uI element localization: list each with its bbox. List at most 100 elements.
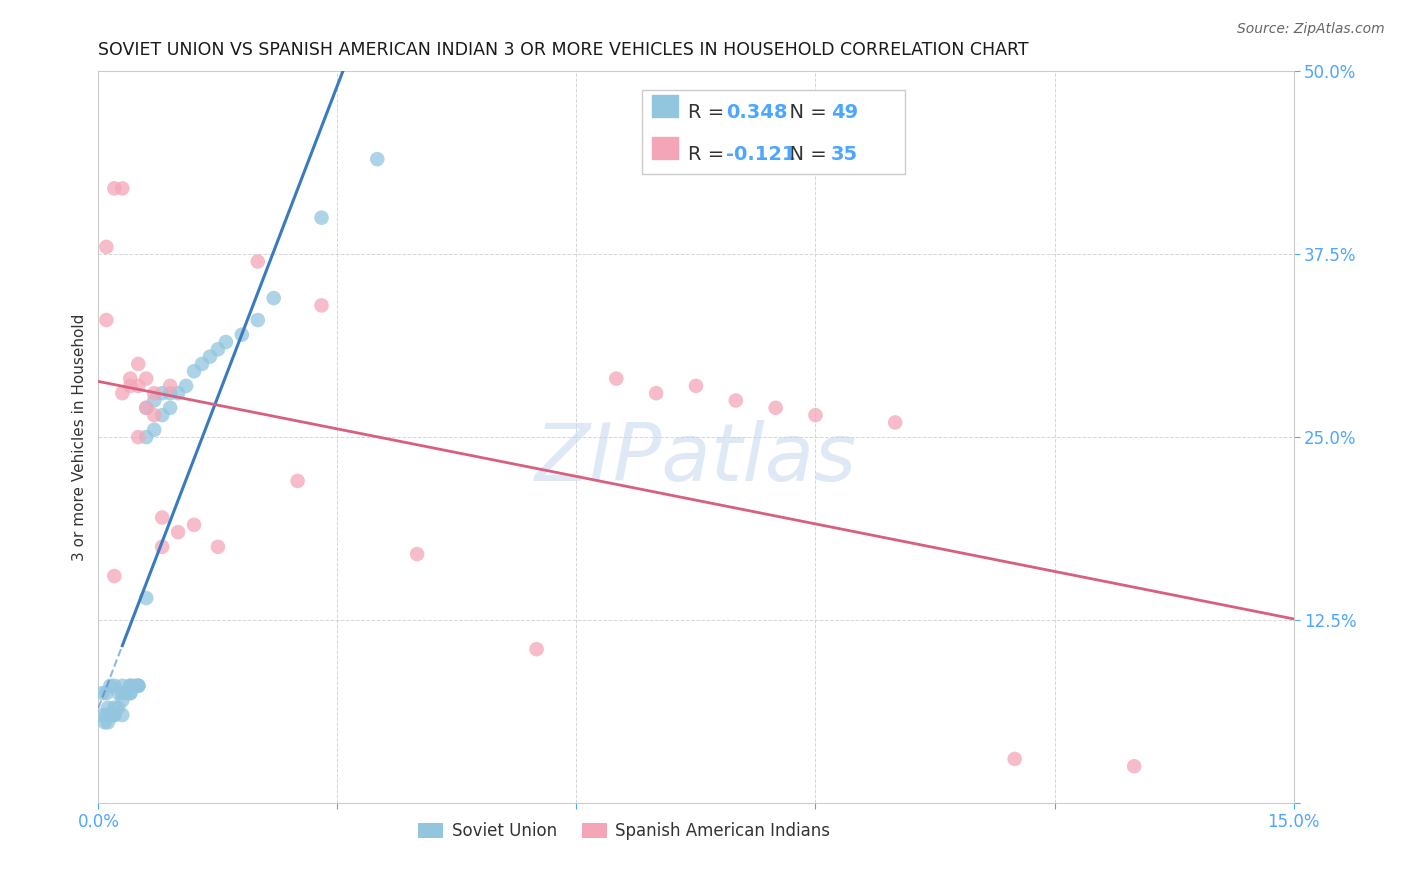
Point <box>120 686 142 700</box>
Point <box>120 379 142 393</box>
Point <box>111 686 134 700</box>
Point <box>1123 759 1146 773</box>
Point <box>174 379 197 393</box>
Point <box>159 386 181 401</box>
Point <box>97 700 120 714</box>
Point <box>127 379 149 393</box>
Point <box>724 393 747 408</box>
Point <box>231 327 253 342</box>
Point <box>366 152 388 166</box>
Point <box>167 386 190 401</box>
Point <box>645 386 668 401</box>
Legend: Soviet Union, Spanish American Indians: Soviet Union, Spanish American Indians <box>412 816 837 847</box>
Text: R =: R = <box>688 145 730 163</box>
Point <box>884 416 907 430</box>
Point <box>150 386 173 401</box>
Point <box>215 334 238 349</box>
Point <box>183 517 205 532</box>
Point <box>263 291 285 305</box>
Y-axis label: 3 or more Vehicles in Household: 3 or more Vehicles in Household <box>72 313 87 561</box>
Text: 0.348: 0.348 <box>725 103 787 122</box>
Point <box>96 240 118 254</box>
Point <box>127 679 149 693</box>
Point <box>605 371 627 385</box>
Point <box>167 525 190 540</box>
FancyBboxPatch shape <box>643 90 905 174</box>
Point <box>111 181 134 195</box>
Text: -0.121: -0.121 <box>725 145 796 163</box>
Point <box>207 540 229 554</box>
Point <box>107 686 129 700</box>
Point <box>103 181 125 195</box>
Point <box>103 700 125 714</box>
Point <box>406 547 429 561</box>
Text: 35: 35 <box>831 145 858 163</box>
Point <box>526 642 548 657</box>
Point <box>120 679 142 693</box>
Point <box>135 371 157 385</box>
Point <box>94 715 117 730</box>
Point <box>159 401 181 415</box>
Point <box>311 211 333 225</box>
Point <box>103 708 125 723</box>
Point <box>120 371 142 385</box>
Point <box>207 343 229 357</box>
Point <box>143 423 166 437</box>
Point <box>98 708 122 723</box>
Point <box>135 401 157 415</box>
Point <box>143 408 166 422</box>
Point <box>150 510 173 524</box>
Point <box>120 679 142 693</box>
Point <box>103 679 125 693</box>
Point <box>111 708 134 723</box>
Point <box>96 686 118 700</box>
Point <box>135 591 157 605</box>
Point <box>111 693 134 707</box>
Point <box>96 708 118 723</box>
Point <box>103 708 125 723</box>
Point <box>685 379 707 393</box>
Point <box>96 313 118 327</box>
Point <box>150 540 173 554</box>
Point <box>246 313 269 327</box>
Point <box>143 386 166 401</box>
Bar <box>652 137 678 159</box>
Point <box>91 708 114 723</box>
Point <box>135 430 157 444</box>
Point <box>124 679 146 693</box>
Point <box>159 379 181 393</box>
Point <box>103 569 125 583</box>
Text: SOVIET UNION VS SPANISH AMERICAN INDIAN 3 OR MORE VEHICLES IN HOUSEHOLD CORRELAT: SOVIET UNION VS SPANISH AMERICAN INDIAN … <box>98 41 1029 59</box>
Point <box>198 350 221 364</box>
Point <box>97 715 120 730</box>
Text: R =: R = <box>688 103 730 122</box>
Text: Source: ZipAtlas.com: Source: ZipAtlas.com <box>1237 22 1385 37</box>
Point <box>287 474 309 488</box>
Point <box>111 679 134 693</box>
Text: 49: 49 <box>831 103 858 122</box>
Point <box>246 254 269 268</box>
Point <box>91 686 114 700</box>
Point <box>183 364 205 378</box>
Point <box>1004 752 1026 766</box>
Point <box>107 700 129 714</box>
Text: N =: N = <box>778 145 834 163</box>
Text: N =: N = <box>778 103 834 122</box>
Point <box>135 401 157 415</box>
Point <box>804 408 827 422</box>
Point <box>120 686 142 700</box>
Point <box>765 401 787 415</box>
Point <box>127 357 149 371</box>
Bar <box>652 95 678 118</box>
Point <box>115 686 138 700</box>
Point <box>127 679 149 693</box>
Point <box>191 357 214 371</box>
Point <box>111 386 134 401</box>
Point <box>98 679 122 693</box>
Point <box>127 679 149 693</box>
Text: ZIPatlas: ZIPatlas <box>534 420 858 498</box>
Point <box>127 430 149 444</box>
Point <box>143 393 166 408</box>
Point <box>311 298 333 312</box>
Point <box>150 408 173 422</box>
